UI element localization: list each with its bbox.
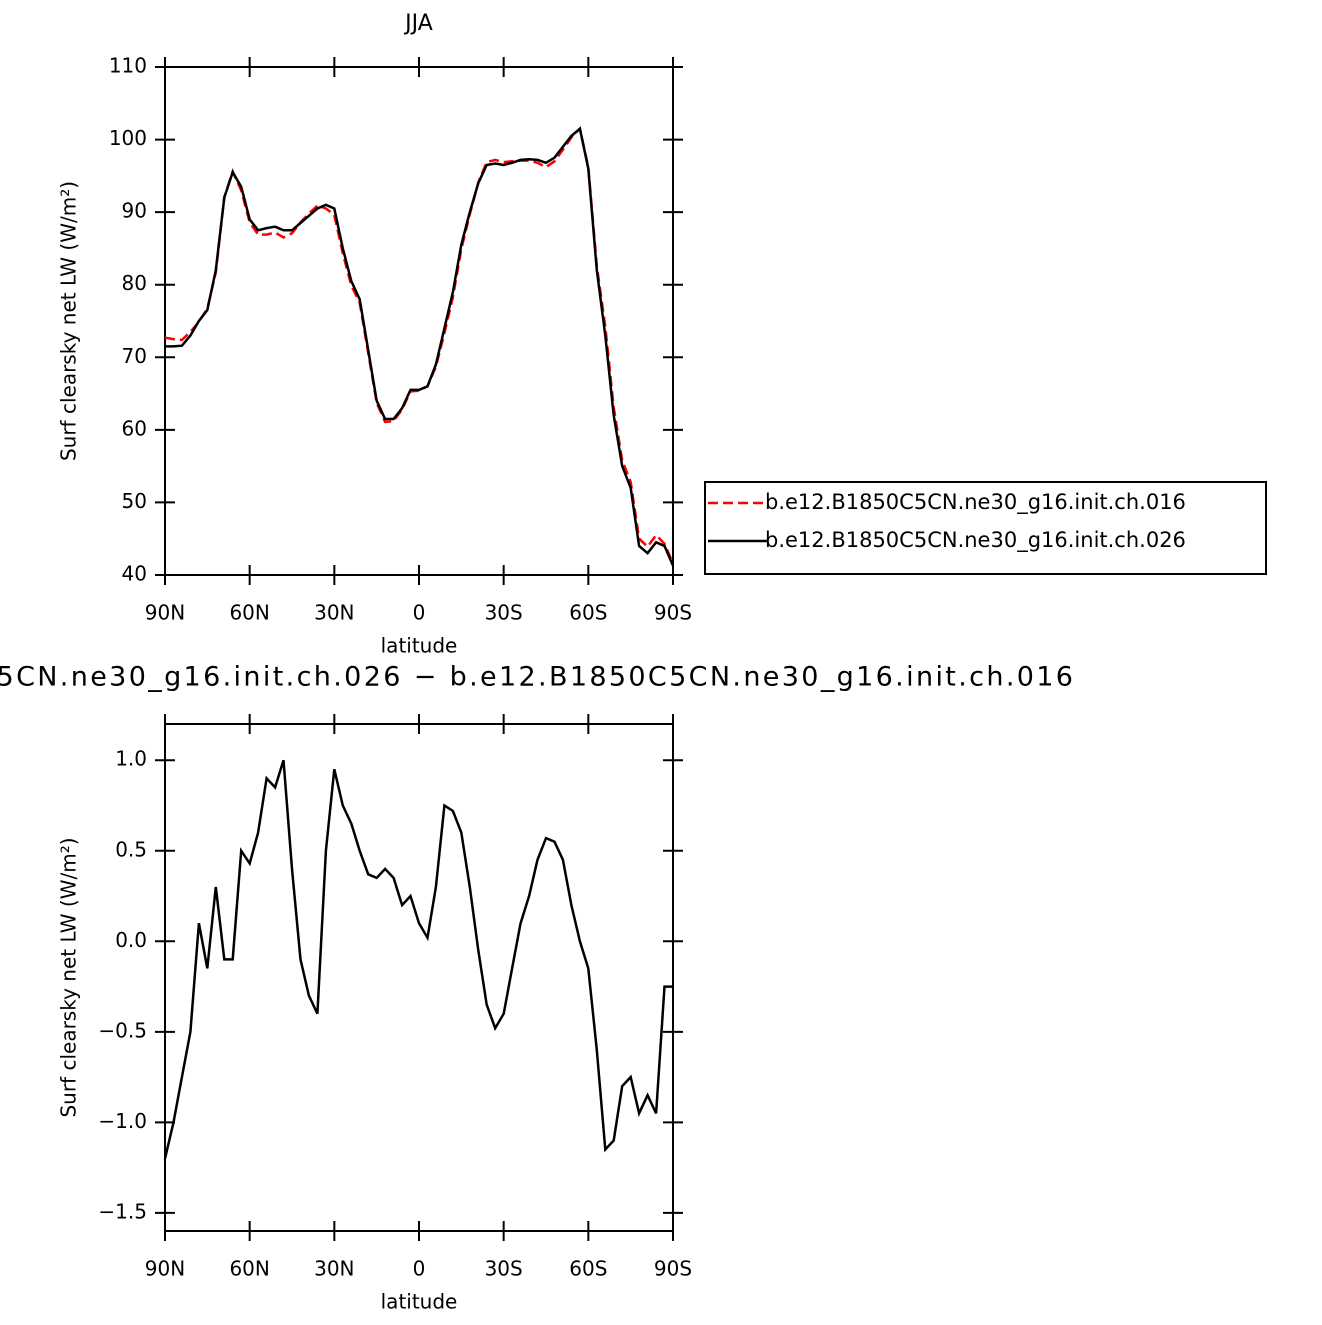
x-tick-label: 90N [145, 601, 185, 625]
x-tick-label: 0 [413, 601, 426, 625]
x-tick-label: 90S [654, 601, 692, 625]
y-tick-label: 50 [122, 489, 147, 513]
x-tick-label: 60S [569, 1257, 607, 1281]
plot-frame [164, 723, 674, 1232]
y-tick-label: −1.5 [98, 1199, 147, 1223]
x-tick-label: 60S [569, 601, 607, 625]
x-axis-label: latitude [381, 634, 458, 658]
x-tick-label: 90S [654, 1257, 692, 1281]
y-tick-label: 0.0 [115, 928, 147, 952]
legend-label: b.e12.B1850C5CN.ne30_g16.init.ch.016 [765, 490, 1186, 515]
data-line [163, 759, 673, 1159]
y-tick-label: 0.5 [115, 837, 147, 861]
x-tick-label: 30S [485, 1257, 523, 1281]
y-tick-label: 60 [122, 416, 147, 440]
y-tick-label: 110 [109, 54, 147, 78]
data-line [164, 126, 675, 564]
x-axis-label: latitude [381, 1290, 458, 1314]
y-tick-label: −1.0 [98, 1109, 147, 1133]
y-axis-label: Surf clearsky net LW (W/m²) [57, 837, 81, 1117]
x-tick-label: 30N [314, 1257, 354, 1281]
y-tick-label: 90 [122, 199, 147, 223]
data-line [165, 126, 675, 567]
x-tick-label: 30S [485, 601, 523, 625]
y-tick-label: −0.5 [98, 1018, 147, 1042]
y-tick-label: 70 [122, 344, 147, 368]
legend-label: b.e12.B1850C5CN.ne30_g16.init.ch.026 [765, 528, 1186, 553]
x-tick-label: 60N [229, 601, 269, 625]
chart-title: JJA [403, 11, 433, 36]
x-tick-label: 30N [314, 601, 354, 625]
y-tick-label: 40 [122, 562, 147, 586]
y-tick-label: 1.0 [115, 747, 147, 771]
x-tick-label: 60N [229, 1257, 269, 1281]
y-tick-label: 80 [122, 271, 147, 295]
chart-title: b.e12.B1850C5CN.ne30_g16.init.ch.026 − b… [0, 662, 1073, 693]
plot-frame [164, 66, 674, 576]
x-tick-label: 0 [413, 1257, 426, 1281]
y-axis-label: Surf clearsky net LW (W/m²) [57, 181, 81, 461]
y-tick-label: 100 [109, 126, 147, 150]
legend-box [704, 481, 1267, 575]
x-tick-label: 90N [145, 1257, 185, 1281]
